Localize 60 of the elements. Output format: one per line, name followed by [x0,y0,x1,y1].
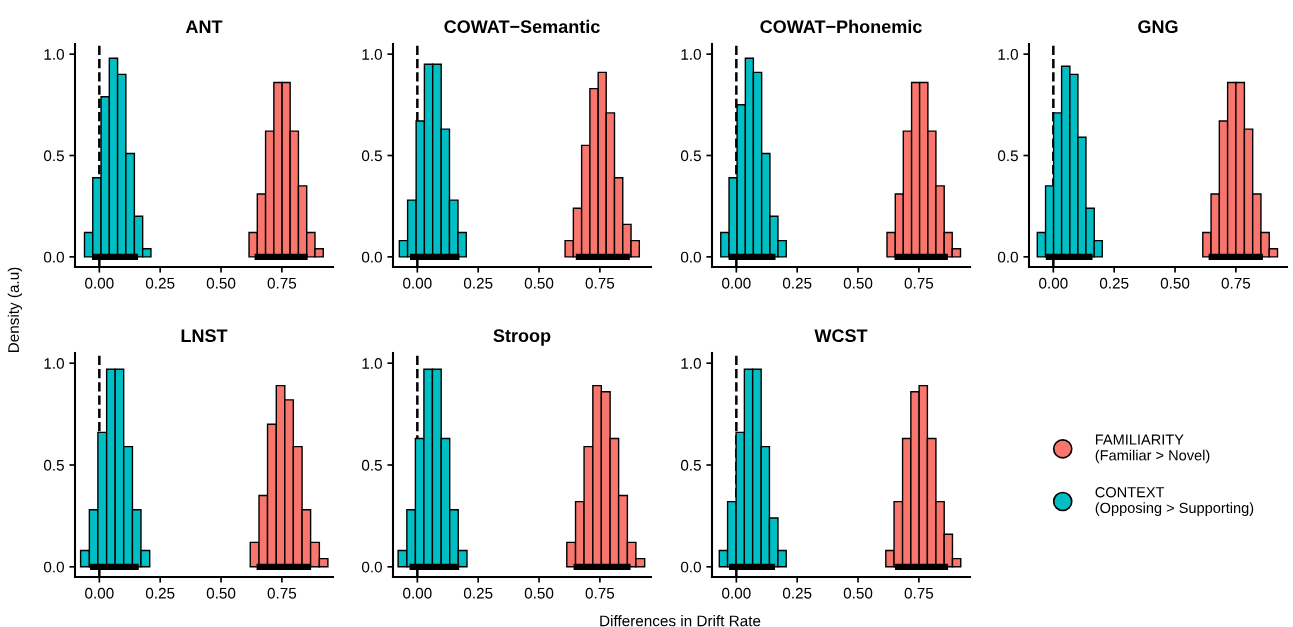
y-tick-label: 0.5 [680,459,701,471]
y-tick-label: 1.0 [362,358,382,369]
x-tick-label: 0.00 [403,587,432,599]
y-tick-label: 0.0 [361,561,382,573]
x-tick-label: 0.25 [1099,277,1129,289]
y-tick-label: 0.0 [43,561,64,573]
x-tick-label: 0.75 [585,587,615,599]
x-tick-label: 0.25 [463,277,493,289]
chart-title: WCST [814,329,868,343]
x-tick-label: 0.50 [843,587,873,599]
y-tick-label: 0.5 [43,150,64,162]
x-tick-label: 0.00 [722,587,751,599]
legend-label: FAMILIARITY (Familiar > Novel) [1095,434,1210,464]
x-tick-label: 0.25 [145,587,175,599]
y-tick-label: 0.0 [680,561,701,573]
chart-title: Stroop [493,329,551,346]
legend-label: CONTEXT (Opposing > Supporting) [1095,487,1254,516]
y-tick-label: 0.5 [43,459,64,471]
x-tick-label: 0.50 [1160,277,1190,289]
chart-title: ANT [185,20,223,33]
y-tick-label: 0.5 [680,150,701,162]
y-axis-title: Density (a.u) [7,267,22,353]
x-tick-label: 0.00 [722,277,751,289]
chart-title: COWAT−Semantic [444,19,600,34]
x-tick-label: 0.75 [1221,277,1251,289]
x-tick-label: 0.50 [843,277,873,289]
x-axis-title: Differences in Drift Rate [600,615,761,627]
x-tick-label: 0.50 [524,277,554,289]
y-tick-label: 1.0 [681,358,701,369]
y-tick-label: 1.0 [44,358,64,369]
chart-title: COWAT−Phonemic [760,19,922,34]
x-tick-label: 0.50 [206,277,236,289]
chart-title: LNST [181,329,228,343]
y-tick-label: 0.0 [361,251,382,263]
x-tick-label: 0.50 [206,587,236,599]
y-tick-label: 0.5 [997,150,1018,162]
x-tick-label: 0.25 [463,587,493,599]
x-tick-label: 0.75 [267,587,297,599]
y-tick-label: 1.0 [44,49,64,60]
x-tick-label: 0.75 [585,277,615,289]
y-tick-label: 0.0 [680,251,701,263]
x-tick-label: 0.25 [782,587,812,599]
x-tick-label: 0.75 [267,277,297,289]
x-tick-label: 0.50 [524,587,554,599]
y-tick-label: 1.0 [362,49,382,60]
y-tick-label: 1.0 [681,49,701,60]
y-tick-label: 0.0 [43,251,64,263]
y-tick-label: 0.5 [361,150,382,162]
x-tick-label: 0.00 [85,587,114,599]
y-tick-label: 0.5 [361,459,382,471]
x-tick-label: 0.00 [403,277,432,289]
x-tick-label: 0.00 [85,277,114,289]
chart-title: GNG [1138,20,1178,34]
x-tick-label: 0.75 [904,587,934,599]
y-tick-label: 0.0 [997,251,1018,263]
x-tick-label: 0.00 [1039,277,1068,289]
x-tick-label: 0.25 [145,277,175,289]
y-tick-label: 1.0 [998,49,1018,60]
x-tick-label: 0.75 [904,277,934,289]
x-tick-label: 0.25 [782,277,812,289]
